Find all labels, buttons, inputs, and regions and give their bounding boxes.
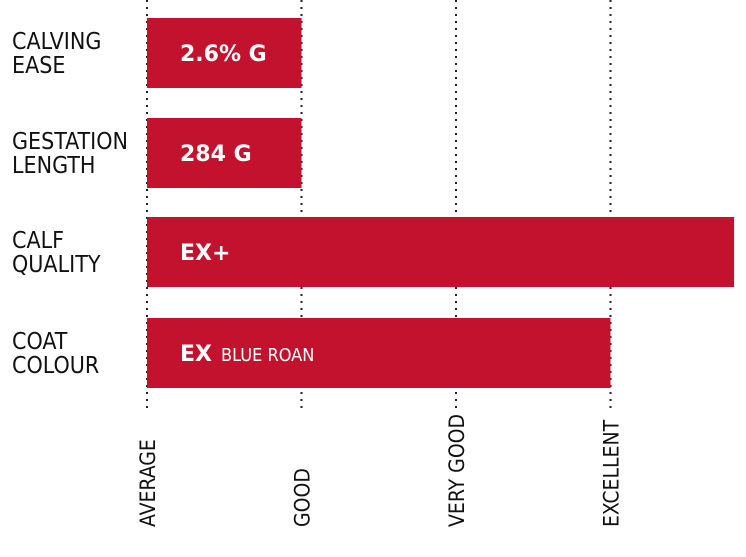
bars: 2.6% G 284 G EX+ EX BLUE ROAN <box>147 18 735 388</box>
bar-value-calving-ease: 2.6% G <box>180 42 267 67</box>
row-labels: CALVING EASE GESTATION LENGTH CALF QUALITY COA… <box>12 29 128 379</box>
tick-label-very-good: VERY GOOD <box>445 414 469 527</box>
bar-gestation-length <box>147 118 302 188</box>
tick-label-average: AVERAGE <box>136 439 160 527</box>
bar-calving-ease <box>147 18 302 88</box>
x-tick-labels: AVERAGE GOOD VERY GOOD EXCELLENT <box>136 414 624 527</box>
bar-coat-colour <box>147 318 611 388</box>
row-label-calf-quality: CALF QUALITY <box>12 228 101 278</box>
bar-calf-quality <box>147 217 735 287</box>
row-label-coat-colour: COAT COLOUR <box>12 329 99 379</box>
row-label-gestation-length: GESTATION LENGTH <box>12 129 128 179</box>
tick-label-good: GOOD <box>291 468 315 527</box>
bar-value-gestation-length: 284 G <box>180 142 252 167</box>
bar-value-calf-quality: EX+ <box>180 241 230 266</box>
bar-value-coat-colour: EX BLUE ROAN <box>180 342 314 367</box>
gridlines <box>146 0 612 410</box>
tick-label-excellent: EXCELLENT <box>600 419 624 527</box>
row-label-calving-ease: CALVING EASE <box>12 29 101 79</box>
